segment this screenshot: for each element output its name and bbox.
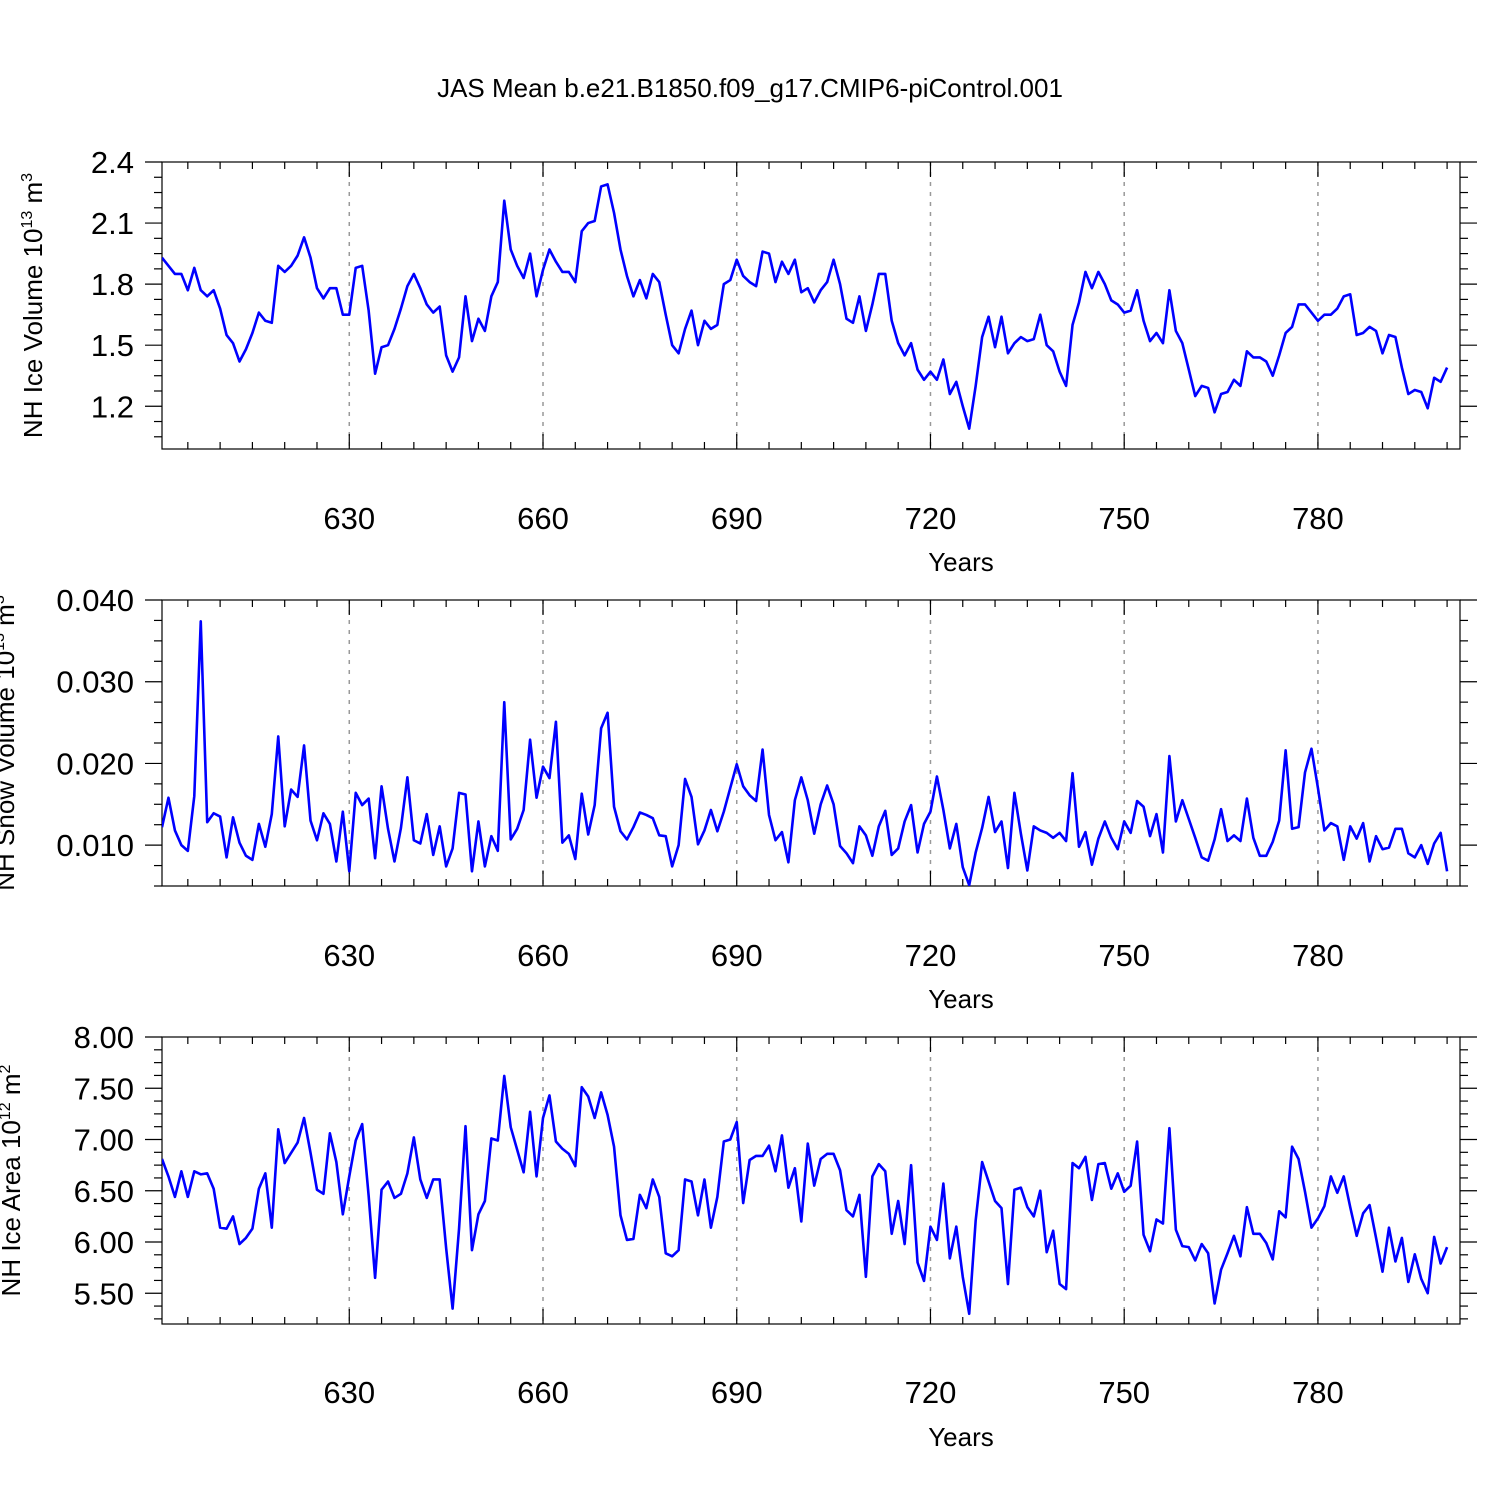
y-tick-label: 7.50	[74, 1071, 134, 1106]
x-tick-label: 690	[711, 938, 763, 973]
y-tick-label: 6.00	[74, 1225, 134, 1260]
plot-frame	[161, 161, 1461, 450]
x-axis-title: Years	[928, 984, 994, 1014]
x-tick-label: 630	[323, 1375, 375, 1410]
y-tick-label: 2.4	[91, 145, 134, 180]
y-tick-label: 2.1	[91, 206, 134, 241]
x-tick-label: 780	[1292, 1375, 1344, 1410]
y-tick-label: 0.010	[56, 828, 134, 863]
plot-frame	[161, 1036, 1461, 1325]
y-tick-label: 5.50	[74, 1276, 134, 1311]
x-tick-label: 750	[1098, 501, 1150, 536]
chart-panel-2: 630 660 690 720 750 780 0.010 0.020 0.030 0.040 Ye…	[0, 583, 1477, 1014]
y-axis-title: NH Ice Area 1012 m2	[0, 1064, 26, 1296]
y-tick-label: 1.5	[91, 328, 134, 363]
y-tick-label: 1.8	[91, 267, 134, 302]
y-axis-unit-superscript: 3	[0, 595, 8, 604]
y-tick-label: 0.020	[56, 746, 134, 781]
x-tick-label: 780	[1292, 501, 1344, 536]
y-tick-label: 6.50	[74, 1174, 134, 1209]
y-axis-unit-superscript: 2	[0, 1064, 14, 1073]
x-tick-label: 690	[711, 1375, 763, 1410]
x-tick-label: 720	[905, 938, 957, 973]
x-tick-label: 720	[905, 501, 957, 536]
x-tick-label: 780	[1292, 938, 1344, 973]
y-tick-label: 7.00	[74, 1123, 134, 1158]
plot-frame	[161, 599, 1461, 887]
x-axis-title: Years	[928, 1422, 994, 1452]
x-tick-label: 630	[323, 501, 375, 536]
chart-panel-3: 630 660 690 720 750 780 5.50 6.00 6.50 7.00 7.50 8.…	[0, 1020, 1477, 1452]
y-axis-title: NH Ice Volume 1013 m3	[18, 173, 48, 438]
x-tick-label: 690	[711, 501, 763, 536]
x-tick-label: 660	[517, 1375, 569, 1410]
series-line-nh-ice-area	[162, 1074, 1449, 1316]
y-axis-title: NH Snow Volume 1013 m3	[0, 595, 20, 891]
y-tick-label: 0.030	[56, 665, 134, 700]
chart-panels: 630 660 690 720 750 780 1.2 1.5 1.8 2.1 2.4 Years NH…	[0, 145, 1477, 1452]
series-line-nh-snow-volume	[162, 619, 1449, 886]
y-tick-label: 0.040	[56, 583, 134, 618]
x-axis-title: Years	[928, 547, 994, 577]
x-tick-label: 630	[323, 938, 375, 973]
series-line-nh-ice-volume	[162, 183, 1449, 430]
x-tick-label: 750	[1098, 938, 1150, 973]
x-tick-label: 750	[1098, 1375, 1150, 1410]
figure-title: JAS Mean b.e21.B1850.f09_g17.CMIP6-piCon…	[437, 73, 1063, 103]
y-axis-unit-superscript: 3	[19, 173, 36, 182]
y-tick-label: 1.2	[91, 389, 134, 424]
y-tick-label: 8.00	[74, 1020, 134, 1055]
chart-panel-1: 630 660 690 720 750 780 1.2 1.5 1.8 2.1 2.4 Years NH…	[18, 145, 1477, 577]
x-tick-label: 660	[517, 938, 569, 973]
x-tick-label: 660	[517, 501, 569, 536]
x-tick-label: 720	[905, 1375, 957, 1410]
